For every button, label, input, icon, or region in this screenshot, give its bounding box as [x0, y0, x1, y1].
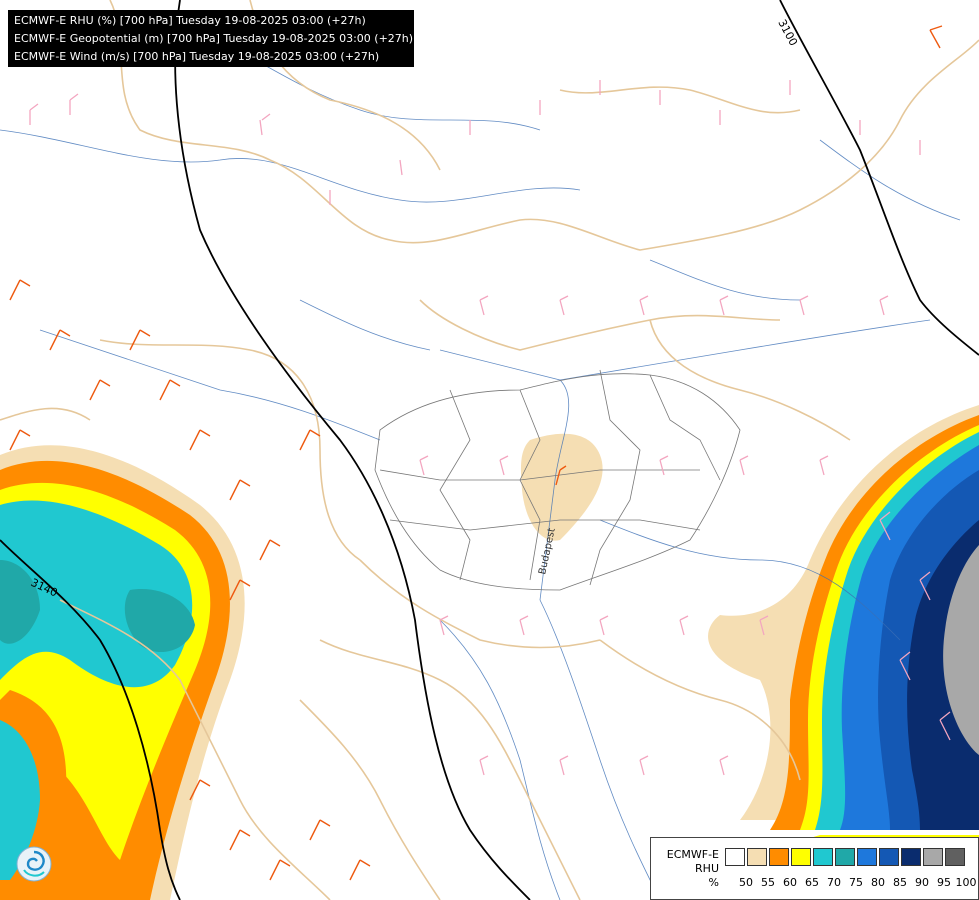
legend-swatch: [901, 848, 921, 866]
legend-tick-label: 70: [827, 876, 841, 889]
legend-swatches: [725, 848, 967, 868]
region-borders: [374, 369, 741, 591]
legend-swatch: [879, 848, 899, 866]
legend-tick-label: 55: [761, 876, 775, 889]
legend-title-unit: %: [708, 876, 719, 889]
humidity-area-west: [0, 445, 245, 900]
legend-title-model: ECMWF-E: [666, 848, 719, 861]
contour-3100: [779, 0, 979, 356]
legend-tick-label: 90: [915, 876, 929, 889]
legend-swatch: [791, 848, 811, 866]
legend-tick-label: 65: [805, 876, 819, 889]
header-line-wind: ECMWF-E Wind (m/s) [700 hPa] Tuesday 19-…: [14, 50, 380, 63]
humidity-area-central: [520, 433, 603, 541]
legend-tick-label: 95: [937, 876, 951, 889]
header-line-geopotential: ECMWF-E Geopotential (m) [700 hPa] Tuesd…: [14, 32, 414, 45]
swirl-logo-icon: [14, 844, 54, 884]
legend-tick-label: 100: [955, 876, 977, 889]
legend-swatch: [835, 848, 855, 866]
legend-swatch: [769, 848, 789, 866]
legend-title-variable: RHU: [695, 862, 719, 875]
legend-swatch: [923, 848, 943, 866]
legend-swatch: [747, 848, 767, 866]
legend-tick-label: 75: [849, 876, 863, 889]
legend-tick-label: 50: [739, 876, 753, 889]
wind-barbs-pink: [29, 80, 951, 776]
legend-tick-label: 60: [783, 876, 797, 889]
legend-swatch: [725, 848, 745, 866]
legend-swatch: [813, 848, 833, 866]
legend-ticks: 50 55 60 65 70 75 80 85 90 95 100: [735, 876, 977, 889]
rhu-legend: ECMWF-E RHU % 50 55 60 65 70 75 80 85 90 95 100: [650, 837, 979, 900]
legend-tick-label: 85: [893, 876, 907, 889]
legend-swatch: [945, 848, 965, 866]
wind-barbs-orange: [9, 25, 943, 881]
humidity-area-east: [700, 405, 979, 900]
contour-west: [174, 0, 531, 900]
legend-title: ECMWF-E RHU %: [657, 848, 719, 890]
legend-tick-label: 80: [871, 876, 885, 889]
contour-3140: [0, 539, 181, 900]
legend-swatch: [857, 848, 877, 866]
header-line-rhu: ECMWF-E RHU (%) [700 hPa] Tuesday 19-08-…: [14, 14, 366, 27]
map-header: ECMWF-E RHU (%) [700 hPa] Tuesday 19-08-…: [8, 10, 414, 67]
